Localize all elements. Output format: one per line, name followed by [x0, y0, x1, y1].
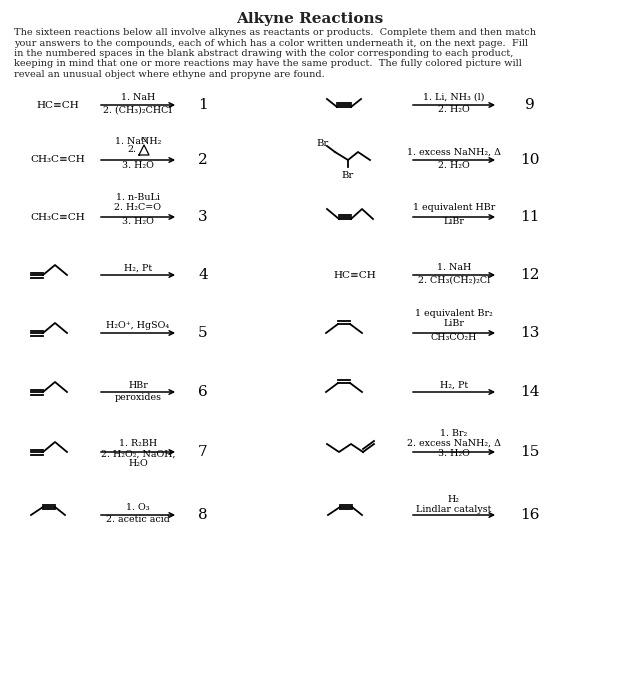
Text: 1. Br₂: 1. Br₂ — [440, 428, 467, 438]
Text: LiBr: LiBr — [443, 218, 464, 227]
Text: 2. excess NaNH₂, Δ: 2. excess NaNH₂, Δ — [407, 438, 501, 447]
Text: 2. acetic acid: 2. acetic acid — [106, 515, 170, 524]
Text: CH₃C≡CH: CH₃C≡CH — [30, 213, 86, 221]
Text: Lindlar catalyst: Lindlar catalyst — [416, 505, 492, 514]
Text: 1. O₃: 1. O₃ — [126, 503, 150, 512]
Text: 12: 12 — [520, 268, 540, 282]
Text: CH₃C≡CH: CH₃C≡CH — [30, 155, 86, 164]
Text: CH₃CO₂H: CH₃CO₂H — [431, 333, 477, 342]
Text: 1 equivalent HBr: 1 equivalent HBr — [413, 204, 495, 213]
Text: 6: 6 — [198, 385, 208, 399]
Text: 3. H₂O: 3. H₂O — [122, 218, 154, 227]
Text: 1. excess NaNH₂, Δ: 1. excess NaNH₂, Δ — [407, 148, 501, 157]
Text: 2. (CH₃)₂CHCI: 2. (CH₃)₂CHCI — [104, 106, 172, 115]
Text: 8: 8 — [198, 508, 208, 522]
Text: LiBr: LiBr — [443, 319, 464, 328]
Text: 1. n-BuLi: 1. n-BuLi — [116, 193, 160, 202]
Text: 3. H₂O: 3. H₂O — [122, 160, 154, 169]
Text: O: O — [141, 136, 147, 144]
Text: reveal an unusual object where ethyne and propyne are found.: reveal an unusual object where ethyne an… — [14, 70, 325, 79]
Text: Br: Br — [317, 139, 329, 148]
Text: Alkyne Reactions: Alkyne Reactions — [236, 12, 384, 26]
Text: 1 equivalent Br₂: 1 equivalent Br₂ — [415, 309, 493, 318]
Text: 16: 16 — [520, 508, 540, 522]
Text: 10: 10 — [520, 153, 540, 167]
Text: keeping in mind that one or more reactions may have the same product.  The fully: keeping in mind that one or more reactio… — [14, 60, 522, 69]
Text: 9: 9 — [525, 98, 535, 112]
Text: 2. CH₃(CH₂)₂Cl: 2. CH₃(CH₂)₂Cl — [418, 276, 490, 284]
Text: H₂, Pt: H₂, Pt — [124, 263, 152, 272]
Text: your answers to the compounds, each of which has a color written underneath it, : your answers to the compounds, each of w… — [14, 38, 528, 48]
Text: 2. H₂O: 2. H₂O — [438, 106, 470, 115]
Text: HC≡CH: HC≡CH — [37, 101, 79, 109]
Text: 14: 14 — [520, 385, 540, 399]
Text: 3. H₂O: 3. H₂O — [438, 449, 470, 459]
Text: H₂O⁺, HgSO₄: H₂O⁺, HgSO₄ — [107, 321, 169, 330]
Text: 13: 13 — [520, 326, 539, 340]
Text: 1. NaNH₂: 1. NaNH₂ — [115, 136, 161, 146]
Text: 11: 11 — [520, 210, 540, 224]
Text: 7: 7 — [198, 445, 208, 459]
Text: 5: 5 — [198, 326, 208, 340]
Text: peroxides: peroxides — [115, 393, 161, 402]
Text: H₂, Pt: H₂, Pt — [440, 381, 468, 389]
Text: 1. NaH: 1. NaH — [437, 262, 471, 272]
Text: 4: 4 — [198, 268, 208, 282]
Text: in the numbered spaces in the blank abstract drawing with the color correspondin: in the numbered spaces in the blank abst… — [14, 49, 513, 58]
Text: 2. H₂O: 2. H₂O — [438, 160, 470, 169]
Text: 1: 1 — [198, 98, 208, 112]
Text: HBr: HBr — [128, 381, 148, 389]
Text: 1. Li, NH₃ (l): 1. Li, NH₃ (l) — [423, 92, 485, 102]
Text: HC≡CH: HC≡CH — [334, 270, 376, 279]
Text: Br: Br — [342, 171, 354, 180]
Text: 2. H₂C=O: 2. H₂C=O — [115, 204, 161, 213]
Text: 2: 2 — [198, 153, 208, 167]
Text: 2. H₂O₂, NaOH,: 2. H₂O₂, NaOH, — [100, 449, 175, 459]
Text: 3: 3 — [198, 210, 208, 224]
Text: 15: 15 — [520, 445, 539, 459]
Text: H₂O: H₂O — [128, 458, 148, 468]
Text: 2.: 2. — [127, 146, 136, 155]
Text: 1. R₂BH: 1. R₂BH — [119, 440, 157, 449]
Text: 1. NaH: 1. NaH — [121, 92, 155, 102]
Text: H₂: H₂ — [448, 494, 460, 503]
Text: The sixteen reactions below all involve alkynes as reactants or products.  Compl: The sixteen reactions below all involve … — [14, 28, 536, 37]
